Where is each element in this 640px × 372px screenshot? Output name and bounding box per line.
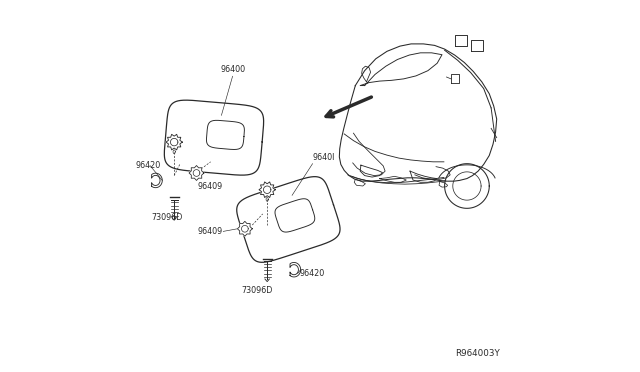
Text: R964003Y: R964003Y (456, 349, 500, 358)
Polygon shape (189, 166, 204, 180)
Text: 96420: 96420 (136, 161, 161, 170)
Text: 9640l: 9640l (312, 153, 335, 162)
Polygon shape (166, 134, 182, 150)
Text: 73096D: 73096D (152, 213, 183, 222)
Text: 96400: 96400 (220, 65, 245, 74)
Text: 96409: 96409 (197, 182, 223, 190)
Polygon shape (237, 221, 252, 236)
Text: 96420: 96420 (300, 269, 324, 278)
Text: 73096D: 73096D (241, 286, 273, 295)
Polygon shape (259, 182, 275, 198)
Text: 96409: 96409 (197, 227, 223, 236)
